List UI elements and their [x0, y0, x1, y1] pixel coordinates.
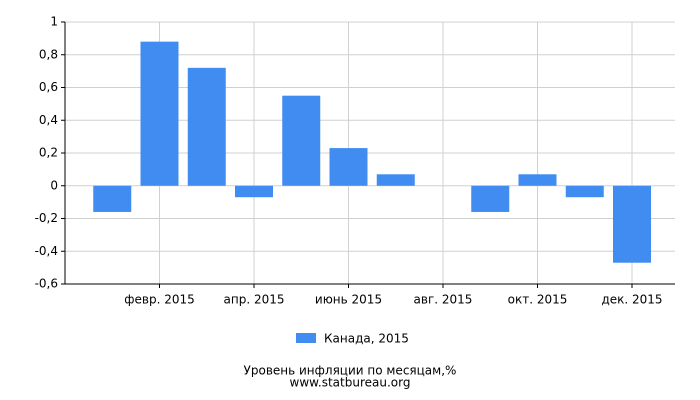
bar — [471, 185, 510, 212]
y-tick-label: 0 — [50, 178, 58, 192]
x-tick-label: февр. 2015 — [124, 293, 195, 307]
bar — [329, 148, 368, 186]
x-tick-label: дек. 2015 — [601, 293, 662, 307]
legend-swatch — [296, 333, 316, 343]
y-tick-label: -0,2 — [35, 211, 58, 225]
bar — [613, 185, 651, 263]
bar — [565, 185, 604, 198]
chart-subtitle: www.statbureau.org — [290, 376, 411, 390]
bar — [518, 174, 557, 186]
bar — [282, 95, 321, 186]
chart-title: Уровень инфляции по месяцам,% — [244, 364, 457, 378]
x-tick-label: апр. 2015 — [224, 293, 285, 307]
y-tick-label: 0,4 — [39, 113, 58, 127]
y-tick-label: -0,4 — [35, 244, 58, 258]
y-tick-label: 0,6 — [39, 80, 58, 94]
bar — [235, 185, 273, 198]
y-tick-label: 1 — [50, 15, 58, 29]
y-tick-label: -0,6 — [35, 277, 58, 291]
legend-label: Канада, 2015 — [324, 332, 409, 346]
x-tick-label: окт. 2015 — [508, 293, 568, 307]
bar — [93, 185, 132, 212]
x-tick-label: июнь 2015 — [315, 293, 382, 307]
bar — [187, 67, 226, 186]
bar — [376, 174, 415, 186]
y-tick-label: 0,8 — [39, 47, 58, 61]
bar — [140, 41, 179, 186]
y-tick-label: 0,2 — [39, 146, 58, 160]
x-tick-label: авг. 2015 — [414, 293, 473, 307]
